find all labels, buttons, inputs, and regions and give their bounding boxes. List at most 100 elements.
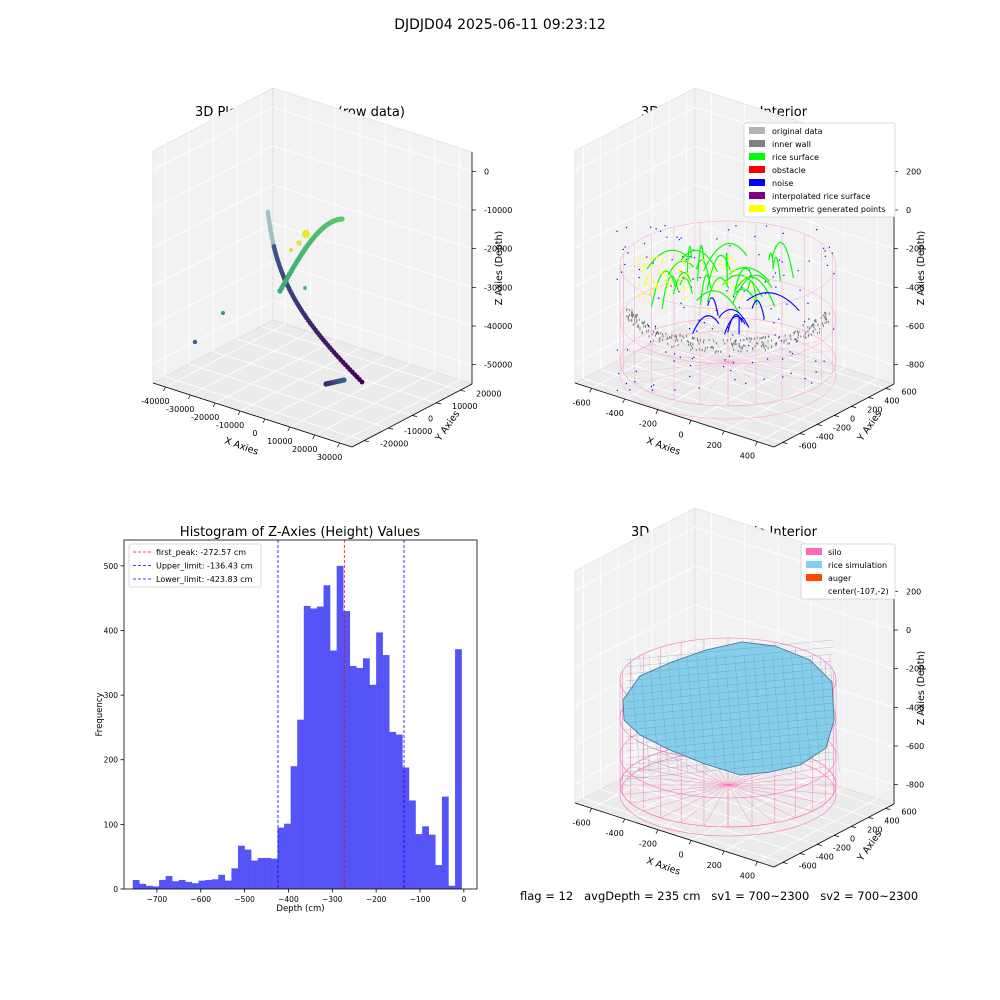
sim-legend-label: auger xyxy=(828,574,852,583)
cls-symmetric-point xyxy=(687,272,690,274)
cls-inner-wall-point xyxy=(778,335,780,339)
raw-grid-z xyxy=(152,261,473,327)
cls-inner-wall-point xyxy=(673,344,675,348)
cls-noise-point xyxy=(811,382,813,384)
cls-noise-point xyxy=(803,320,806,323)
histogram-bar xyxy=(310,608,318,889)
cls-noise-point xyxy=(693,356,695,358)
cls-symmetric-point xyxy=(734,260,736,262)
cls-inner-wall-point xyxy=(752,347,754,350)
cls-inner-wall-point xyxy=(813,319,815,322)
cls-noise-point xyxy=(774,334,776,336)
histogram-bar xyxy=(284,823,291,889)
cls-legend-label: original data xyxy=(772,127,823,136)
sim-silo-spoke xyxy=(703,784,729,827)
cls-grid-z xyxy=(574,184,895,250)
cls-symmetric-point xyxy=(644,280,646,283)
cls-symmetric-point xyxy=(679,288,682,291)
cls-inner-wall-point xyxy=(788,342,790,345)
cls-x-tick xyxy=(755,441,758,446)
cls-noise-point xyxy=(824,255,826,257)
cls-rice-surface-arc xyxy=(732,274,773,304)
histogram-y-axis-label: Frequency xyxy=(95,693,105,737)
cls-legend-swatch xyxy=(749,205,765,212)
cls-inner-wall-point xyxy=(667,336,669,340)
sim-silo-spoke xyxy=(727,784,813,812)
cls-noise-point xyxy=(650,226,652,228)
cls-silo-spoke xyxy=(673,323,729,363)
raw-y-tick xyxy=(363,440,370,443)
cls-symmetric-point xyxy=(731,269,734,272)
sim-x-tick xyxy=(622,818,626,824)
histogram-x-tick-label: 0 xyxy=(461,895,466,904)
panel-raw-data: 3D Plot of Silo Interior(row data)-40000… xyxy=(141,87,512,462)
cls-inner-wall-point xyxy=(646,330,648,333)
cls-inner-wall-point xyxy=(665,332,667,335)
cls-y-tick-label: 600 xyxy=(901,388,916,397)
cls-inner-wall-point xyxy=(804,333,806,336)
cls-inner-wall-point xyxy=(823,316,825,319)
cls-noise-point xyxy=(735,225,737,227)
cls-x-tick xyxy=(721,430,725,436)
cls-z-tick-label: -200 xyxy=(906,245,924,254)
cls-inner-wall-point xyxy=(636,315,638,318)
cls-noise-point xyxy=(698,319,700,321)
cls-x-tick-label: 0 xyxy=(679,430,684,439)
cls-inner-wall-point xyxy=(636,318,638,321)
cls-inner-wall-point xyxy=(633,319,635,322)
sim-mesh-line xyxy=(743,654,755,773)
cls-symmetric-point xyxy=(667,283,670,286)
cls-inner-wall-point xyxy=(637,325,639,328)
cls-noise-point xyxy=(754,235,756,238)
histogram-bar xyxy=(356,667,364,889)
cls-inner-wall-point xyxy=(771,339,773,342)
cls-inner-wall-point xyxy=(679,333,681,336)
sim-y-tick xyxy=(885,808,891,810)
histogram-x-tick-label: −700 xyxy=(147,895,168,904)
sim-mesh-line xyxy=(625,730,834,752)
sim-mesh-line xyxy=(734,654,745,773)
cls-noise-point xyxy=(778,259,780,261)
cls-symmetric-point xyxy=(682,260,685,263)
cls-symmetric-point xyxy=(683,287,686,289)
cls-noise-point xyxy=(665,351,667,353)
cls-inner-wall-point xyxy=(757,342,759,345)
cls-symmetric-point xyxy=(637,261,640,263)
cls-inner-wall-point xyxy=(641,331,643,334)
cls-noise-point xyxy=(622,248,624,251)
cls-inner-wall-point xyxy=(670,336,672,339)
cls-symmetric-point xyxy=(741,296,744,298)
cls-symmetric-point xyxy=(674,262,676,265)
histogram-bar xyxy=(422,826,429,889)
cls-noise-point xyxy=(616,230,618,232)
cls-inner-wall-point xyxy=(740,346,742,350)
cls-symmetric-point xyxy=(753,285,756,287)
cls-symmetric-point xyxy=(657,268,659,270)
sim-z-tick-label: -200 xyxy=(906,665,924,674)
cls-inner-wall-point xyxy=(732,345,734,348)
cls-inner-wall-point xyxy=(681,335,683,338)
cls-symmetric-point xyxy=(669,294,671,297)
cls-symmetric-point xyxy=(702,263,705,266)
cls-symmetric-point xyxy=(739,280,742,282)
cls-inner-wall-point xyxy=(817,323,819,327)
cls-inner-wall-point xyxy=(802,324,804,327)
cls-inner-wall-point xyxy=(765,344,767,347)
cls-inner-wall-point xyxy=(812,330,814,333)
cls-inner-wall-point xyxy=(756,336,758,339)
cls-symmetric-point xyxy=(715,289,718,292)
cls-inner-wall-point xyxy=(710,346,712,349)
cls-y-tick-label: -200 xyxy=(833,424,851,433)
cls-inner-wall-point xyxy=(815,318,817,322)
cls-inner-wall-point xyxy=(750,337,752,340)
cls-inner-wall-point xyxy=(692,342,694,346)
cls-inner-wall-point xyxy=(695,348,697,352)
cls-rice-surface-arc xyxy=(734,276,776,307)
cls-inner-wall-point xyxy=(822,322,824,325)
cls-symmetric-point xyxy=(682,274,685,276)
sim-grid-z xyxy=(574,565,895,631)
cls-inner-wall-point xyxy=(770,345,772,349)
cls-legend-swatch xyxy=(749,140,765,147)
cls-rice-surface-arc xyxy=(697,245,705,282)
cls-silo-spoke xyxy=(727,361,833,374)
